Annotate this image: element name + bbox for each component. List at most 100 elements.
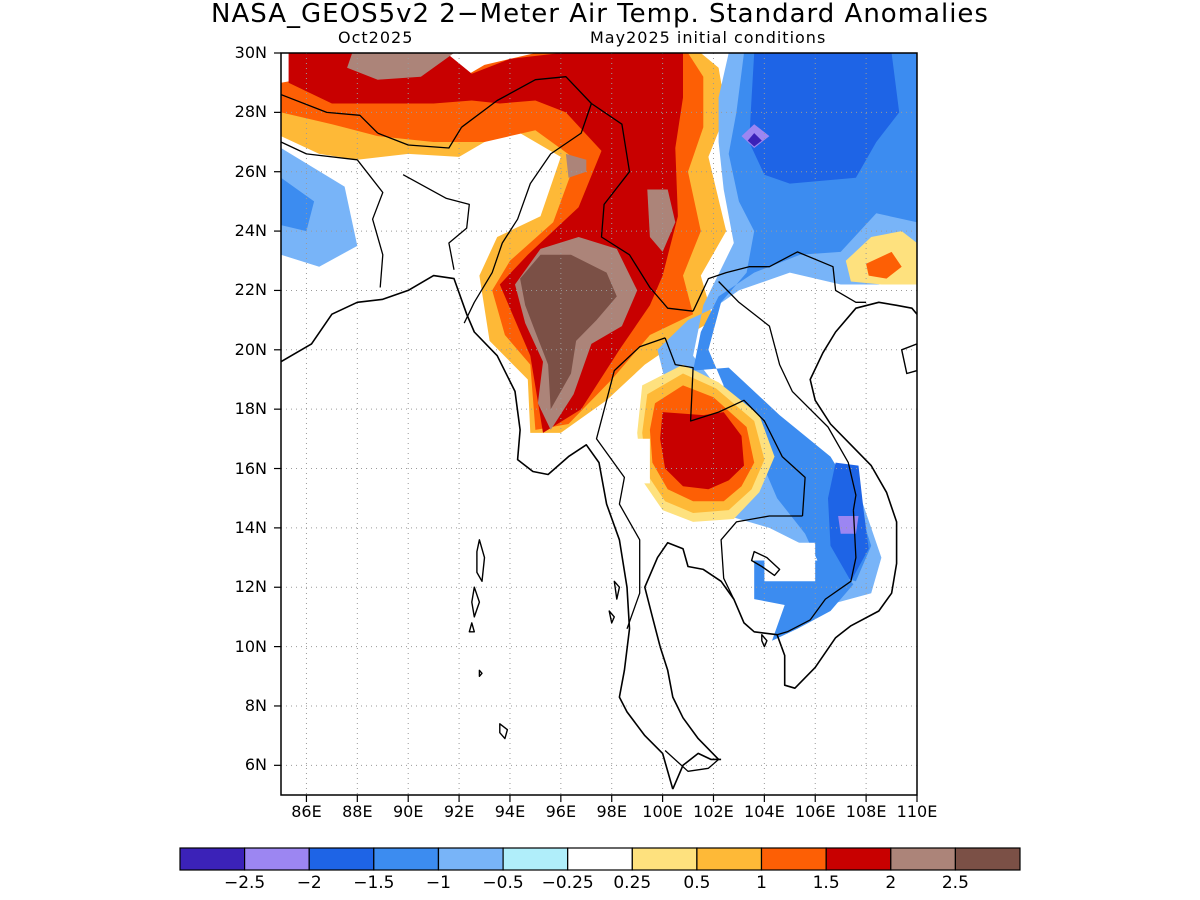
lon-label: 88E xyxy=(342,802,373,821)
lon-label: 106E xyxy=(794,802,836,821)
colorbar-tick-label: 1 xyxy=(756,873,767,893)
lat-label: 24N xyxy=(234,221,267,241)
lon-label: 102E xyxy=(693,802,734,821)
lon-label: 92E xyxy=(443,802,475,821)
colorbar-swatch xyxy=(308,847,375,871)
colorbar-tick-label: −0.25 xyxy=(541,873,594,893)
anomaly-guangxi-darkorange xyxy=(866,251,902,279)
lon-label: 90E xyxy=(392,802,424,821)
colorbar-swatch xyxy=(631,847,698,871)
lat-label: 10N xyxy=(234,636,267,656)
colorbar-swatch xyxy=(244,847,310,871)
border-burma-china xyxy=(591,102,694,312)
colorbar-tick-label: −1.5 xyxy=(353,873,395,893)
island-nicobar-1 xyxy=(478,669,483,677)
lat-label: 6N xyxy=(244,755,267,775)
border-bangladesh-india xyxy=(356,159,384,288)
lat-label: 14N xyxy=(234,517,267,537)
island-hainan-tip xyxy=(901,343,917,375)
colorbar-swatch xyxy=(179,847,246,871)
lon-label: 108E xyxy=(845,802,887,821)
coastline-gulf-of-thailand-west xyxy=(672,752,722,790)
coastlines-and-borders xyxy=(281,76,917,790)
colorbar-swatch xyxy=(567,847,633,871)
anomaly-thai-red xyxy=(660,412,744,490)
island-phu-quoc xyxy=(761,634,768,648)
anomaly-west-blue-edge xyxy=(281,148,358,267)
colorbar-tick-label: 2 xyxy=(885,873,897,893)
lat-label: 8N xyxy=(244,695,267,715)
lon-label: 98E xyxy=(596,802,627,821)
border-laos-thailand xyxy=(664,337,806,517)
border-india-tibet xyxy=(281,93,379,134)
colorbar-tick-label: 1.5 xyxy=(812,873,840,893)
lat-label: 12N xyxy=(234,577,267,597)
border-bangladesh-meghalaya xyxy=(402,174,470,270)
border-burma-india xyxy=(463,103,593,324)
colorbar-tick-label: −2.5 xyxy=(223,873,266,893)
colorbar-tick-label: −0.5 xyxy=(482,873,524,893)
initial-conditions: May2025 initial conditions xyxy=(590,28,827,47)
coastline-malay-east-coast xyxy=(659,646,720,760)
map-title: NASA_GEOS5v2 2−Meter Air Temp. Standard … xyxy=(211,0,989,29)
border-laos-china xyxy=(692,251,867,312)
colorbar-tick-label: 0.25 xyxy=(613,873,652,893)
colorbar-swatch xyxy=(502,847,569,871)
border-cambodia-vietnam xyxy=(776,510,857,636)
colorbar-tick-label: −2 xyxy=(296,873,322,893)
lon-label: 110E xyxy=(896,802,938,821)
map-frame xyxy=(280,52,918,796)
anomaly-vietnam-purple xyxy=(838,516,859,534)
anomaly-burma-darkbrown xyxy=(520,254,617,410)
anomaly-china-darkpurple xyxy=(747,133,762,147)
coastline-bay-of-bengal-coast xyxy=(281,274,674,790)
lat-label: 18N xyxy=(234,399,267,419)
colorbar-swatch xyxy=(373,847,439,871)
colorbar-swatch xyxy=(825,847,892,871)
border-cambodia-thailand xyxy=(720,515,803,600)
forecast-month: Oct2025 xyxy=(338,28,414,47)
lake-tonle-sap xyxy=(750,550,781,577)
anomaly-field xyxy=(281,53,917,641)
colorbar-tick-label: 2.5 xyxy=(941,873,969,893)
lon-label: 104E xyxy=(744,802,785,821)
border-nepal-india xyxy=(281,141,358,161)
anomaly-yunnan-brown xyxy=(647,189,676,252)
colorbar-swatch xyxy=(954,847,1021,871)
colorbar-swatch xyxy=(760,847,827,871)
anomaly-china-blue-mid xyxy=(693,53,917,582)
lat-label: 20N xyxy=(234,339,267,359)
island-little-andaman xyxy=(468,622,475,633)
colorbar-tick-label: −1 xyxy=(425,873,451,893)
lon-label: 94E xyxy=(494,802,526,821)
island-andaman-south xyxy=(471,586,481,618)
border-india-bhutan xyxy=(377,126,463,149)
lat-label: 22N xyxy=(234,280,267,300)
lon-label: 96E xyxy=(545,802,577,821)
colorbar xyxy=(179,847,1021,871)
border-thailand-malaysia xyxy=(664,750,720,772)
anomaly-west-blue-core xyxy=(281,177,315,232)
lat-label: 16N xyxy=(234,458,267,478)
lat-label: 30N xyxy=(234,43,267,62)
island-nicobar-2 xyxy=(499,723,509,740)
island-mergui-1 xyxy=(613,580,621,600)
colorbar-swatch xyxy=(696,847,763,871)
lon-label: 86E xyxy=(291,802,322,821)
colorbar-swatch xyxy=(437,847,504,871)
coastline-gulf-of-thailand-north xyxy=(643,301,917,690)
anomaly-northwest-brown xyxy=(347,53,454,80)
lat-label: 28N xyxy=(234,102,267,122)
axis-ticks xyxy=(274,52,918,802)
masked-lower-burma-gap xyxy=(619,438,650,484)
colorbar-tick-label: 0.5 xyxy=(683,873,711,893)
island-mergui-2 xyxy=(608,610,615,624)
lat-label: 26N xyxy=(234,161,267,181)
anomaly-china-blue-strong xyxy=(749,53,900,184)
border-burma-thailand xyxy=(595,337,666,630)
graticule xyxy=(281,53,917,795)
border-laos-vietnam xyxy=(718,281,857,511)
colorbar-swatch xyxy=(890,847,956,871)
lon-label: 100E xyxy=(642,802,683,821)
